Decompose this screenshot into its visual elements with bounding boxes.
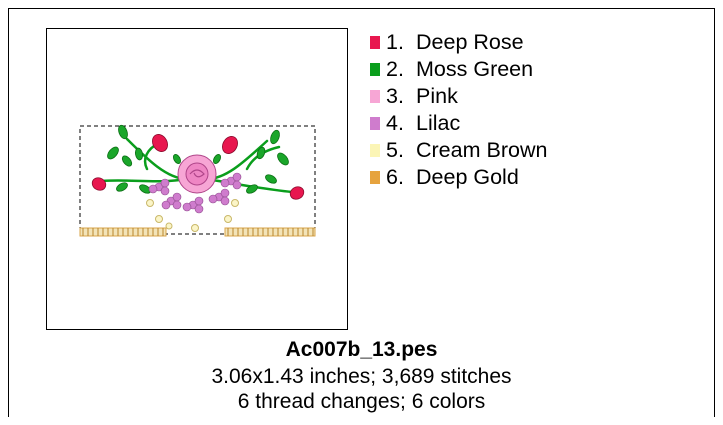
legend-number: 5. [386, 138, 404, 162]
legend-color-name: Deep Rose [416, 30, 524, 54]
design-preview [46, 28, 348, 330]
legend-number: 1. [386, 30, 404, 54]
legend-color-name: Deep Gold [416, 165, 519, 189]
color-swatch [370, 171, 380, 184]
design-size-info: 3.06x1.43 inches; 3,689 stitches [211, 365, 512, 388]
legend-item: 3. Pink [370, 83, 547, 110]
legend-color-name: Pink [416, 84, 458, 108]
thread-color-legend: 1. Deep Rose 2. Moss Green 3. Pink 4. Lilac … [370, 29, 547, 191]
legend-color-name: Cream Brown [416, 138, 548, 162]
legend-number: 2. [386, 57, 404, 81]
color-swatch [370, 36, 380, 49]
color-swatch [370, 144, 380, 157]
legend-number: 6. [386, 165, 404, 189]
color-swatch [370, 63, 380, 76]
legend-color-name: Moss Green [416, 57, 534, 81]
legend-item: 4. Lilac [370, 110, 547, 137]
embroidery-design-image [79, 124, 316, 237]
color-swatch [370, 90, 380, 103]
color-swatch [370, 117, 380, 130]
design-card [8, 8, 715, 417]
thread-change-info: 6 thread changes; 6 colors [237, 390, 486, 413]
legend-item: 2. Moss Green [370, 56, 547, 83]
legend-number: 3. [386, 84, 404, 108]
file-name: Ac007b_13.pes [285, 338, 438, 361]
legend-item: 6. Deep Gold [370, 164, 547, 191]
legend-number: 4. [386, 111, 404, 135]
legend-item: 1. Deep Rose [370, 29, 547, 56]
legend-item: 5. Cream Brown [370, 137, 547, 164]
legend-color-name: Lilac [416, 111, 461, 135]
